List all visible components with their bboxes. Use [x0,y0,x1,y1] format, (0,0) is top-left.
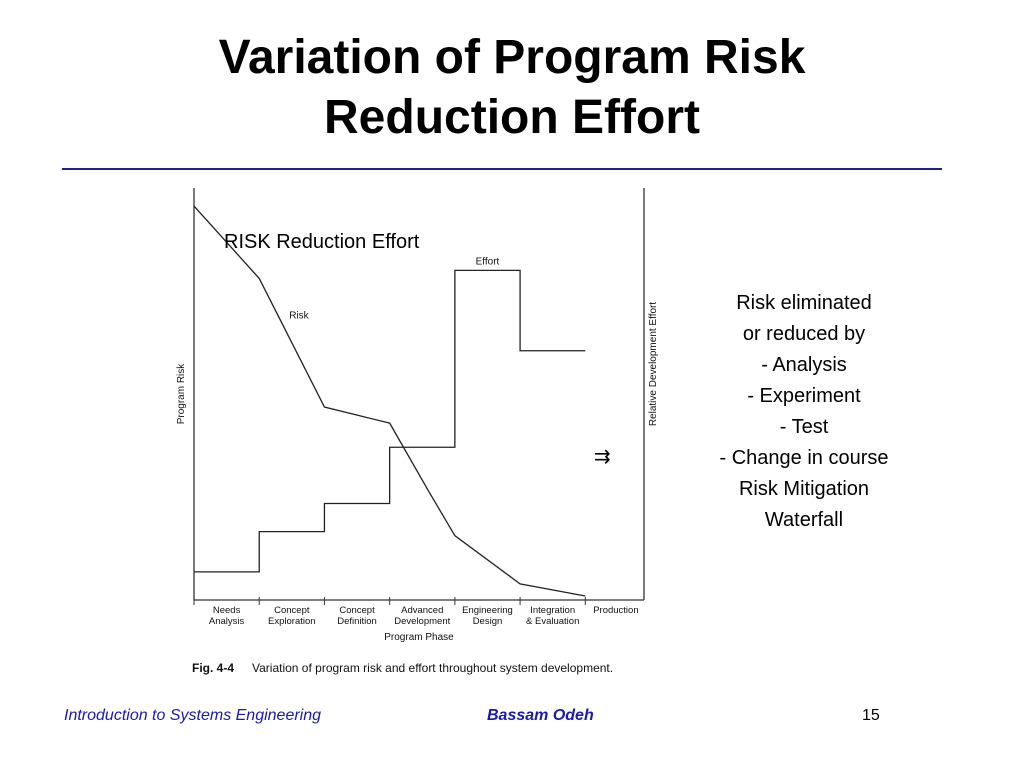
note-line: - Experiment [747,385,861,407]
y-axis-title-left: Program Risk [176,363,187,425]
slide-title: Variation of Program Risk Reduction Effo… [0,28,1024,148]
slide-title-line-2: Reduction Effort [324,91,700,144]
figure-caption-text: Variation of program risk and effort thr… [252,661,613,675]
slide-title-line-1: Variation of Program Risk [218,31,806,84]
chart-overlay-label: RISK Reduction Effort [224,231,420,253]
risk-series-line [193,205,586,597]
category-tick-label: Concept [274,605,310,616]
category-tick-label: Needs [213,605,241,616]
category-tick-label: Design [473,616,503,627]
category-tick-label: Integration [530,605,575,616]
note-line: - Analysis [761,354,847,376]
category-tick-label: Development [394,616,450,627]
note-line: - Change in course [719,447,889,469]
risk-notes: Risk eliminated or reduced by - Analysis… [684,288,924,536]
category-tick-label: & Evaluation [526,616,579,627]
note-line: Waterfall [764,509,844,531]
category-tick-label: Concept [339,605,375,616]
note-line: Risk eliminated [736,292,872,314]
footer-course: Introduction to Systems Engineering [64,707,322,724]
y-axis-title-right: Relative Development Effort [648,302,659,427]
footer-author: Bassam Odeh [487,707,594,724]
figure-caption-number: Fig. 4-4 [192,661,234,675]
risk-effort-chart: NeedsAnalysisConceptExplorationConceptDe… [176,188,659,675]
category-tick-label: Advanced [401,605,443,616]
note-line: or reduced by [742,323,866,345]
category-tick-label: Analysis [209,616,245,627]
category-tick-label: Exploration [268,616,316,627]
category-tick-label: Definition [337,616,377,627]
x-axis-title: Program Phase [384,632,454,643]
category-tick-label: Production [593,605,638,616]
category-tick-label: Engineering [462,605,513,616]
note-line: - Test [779,416,829,438]
footer-page-number: 15 [862,707,880,724]
right-double-arrow-icon: ⇉ [594,444,611,468]
note-line: Risk Mitigation [738,478,870,500]
risk-effort-figure: Needs Analysis Concept Exploration Concept De… [150,180,670,680]
effort-series-label: Effort [476,256,500,267]
title-divider [62,168,942,170]
effort-series-line [194,269,586,573]
risk-series-label: Risk [289,311,309,322]
